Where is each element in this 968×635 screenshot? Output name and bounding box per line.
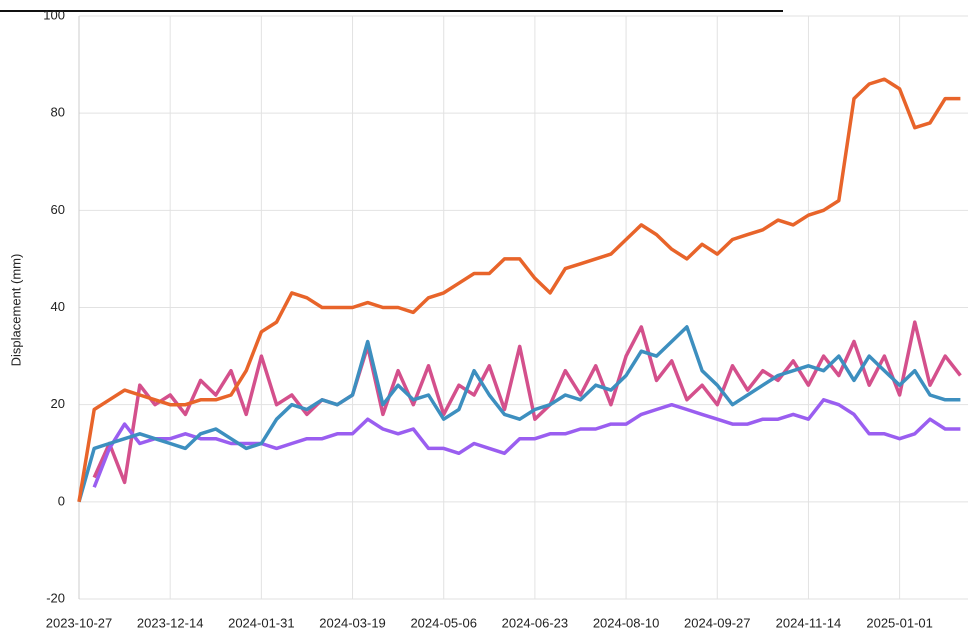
y-tick-label: 60 <box>51 202 65 217</box>
y-tick-label: 0 <box>58 493 65 508</box>
x-tick-label: 2023-12-14 <box>137 615 204 630</box>
x-tick-label: 2024-08-10 <box>593 615 660 630</box>
x-tick-label: 2024-09-27 <box>684 615 751 630</box>
x-tick-label: 2024-03-19 <box>319 615 386 630</box>
series-line <box>77 77 961 503</box>
y-tick-label: 100 <box>43 7 65 22</box>
y-tick-label: 80 <box>51 105 65 120</box>
x-tick-label: 2025-01-01 <box>866 615 933 630</box>
x-tick-label: 2024-01-31 <box>228 615 295 630</box>
y-tick-label: -20 <box>46 590 65 605</box>
x-tick-label: 2024-11-14 <box>776 615 842 630</box>
y-tick-label: 20 <box>51 396 65 411</box>
y-axis-label: Displacement (mm) <box>8 254 23 367</box>
y-tick-label: 40 <box>51 299 65 314</box>
x-tick-label: 2024-05-06 <box>410 615 477 630</box>
series-line <box>92 320 962 485</box>
series-line <box>77 325 961 503</box>
x-tick-label: 2023-10-27 <box>46 615 113 630</box>
x-tick-label: 2024-06-23 <box>502 615 569 630</box>
